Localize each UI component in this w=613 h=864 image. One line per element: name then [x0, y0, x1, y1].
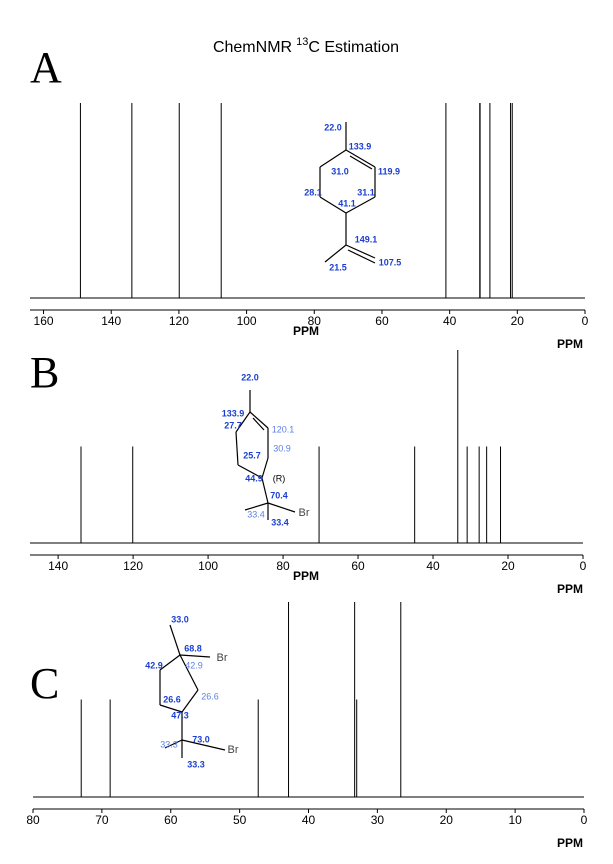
- x-tick-label: 0: [580, 559, 587, 573]
- bond: [319, 149, 347, 168]
- bond: [349, 155, 373, 170]
- shift-label: 133.9: [349, 141, 372, 151]
- x-tick-label: 40: [443, 314, 457, 328]
- x-tick-label: 60: [375, 314, 389, 328]
- x-tick-label: 140: [48, 559, 68, 573]
- bond: [261, 457, 269, 479]
- bond: [179, 654, 199, 691]
- x-axis-label-right: PPM: [557, 337, 583, 351]
- x-tick-label: 20: [440, 813, 454, 827]
- shift-label: 21.5: [329, 262, 347, 272]
- shift-label: 70.4: [270, 490, 288, 500]
- shift-label: 28.1: [304, 187, 322, 197]
- shift-label: 42.9: [185, 660, 203, 670]
- shift-label: 22.0: [324, 122, 342, 132]
- shift-label: 31.0: [331, 166, 349, 176]
- shift-label: 22.0: [241, 372, 259, 382]
- shift-label: 33.4: [271, 517, 289, 527]
- bond: [237, 464, 263, 479]
- shift-label: Br: [228, 744, 239, 756]
- shift-label: 31.1: [357, 187, 375, 197]
- bond: [324, 244, 347, 263]
- bond: [235, 431, 239, 466]
- panel-label: C: [30, 659, 59, 708]
- x-axis-label-right: PPM: [557, 836, 583, 850]
- bond: [164, 739, 183, 749]
- shift-label: 120.1: [272, 424, 295, 434]
- shift-label: (R): [273, 473, 286, 483]
- bond: [345, 244, 376, 259]
- x-tick-label: 70: [95, 813, 109, 827]
- shift-label: 27.7: [224, 420, 242, 430]
- shift-label: 33.3: [187, 759, 205, 769]
- x-axis-label-right: PPM: [557, 582, 583, 596]
- shift-label: 107.5: [379, 257, 402, 267]
- bond: [252, 417, 265, 431]
- x-tick-label: 140: [101, 314, 121, 328]
- shift-label: Br: [299, 507, 310, 519]
- bond: [179, 654, 211, 658]
- bond: [345, 149, 376, 168]
- shift-label: 68.8: [184, 643, 202, 653]
- panel-label: A: [30, 43, 62, 92]
- shift-label: 25.7: [243, 450, 261, 460]
- x-tick-label: 40: [302, 813, 316, 827]
- figure-title: ChemNMR 13C Estimation: [213, 36, 399, 56]
- title-superscript: 13: [296, 36, 308, 48]
- bond: [261, 477, 269, 504]
- shift-label: 26.6: [201, 691, 219, 701]
- x-tick-label: 80: [308, 314, 322, 328]
- bond: [159, 704, 183, 713]
- bond: [345, 196, 376, 214]
- title-text-after: C Estimation: [308, 39, 399, 56]
- shift-label: 30.9: [273, 443, 291, 453]
- bond: [159, 654, 181, 671]
- bond: [319, 196, 347, 214]
- shift-label: 133.9: [222, 408, 245, 418]
- x-tick-label: 80: [276, 559, 290, 573]
- bond: [235, 411, 251, 433]
- shift-label: 44.9: [245, 473, 263, 483]
- bond: [181, 689, 199, 713]
- x-tick-label: 80: [26, 813, 40, 827]
- x-tick-label: 100: [198, 559, 218, 573]
- shift-label: 47.3: [171, 710, 189, 720]
- x-tick-label: 160: [34, 314, 54, 328]
- shift-label: 42.9: [145, 660, 163, 670]
- shift-label: 149.1: [355, 234, 378, 244]
- x-axis-label: PPM: [293, 569, 319, 583]
- shift-label: 33.4: [247, 509, 265, 519]
- x-tick-label: 120: [169, 314, 189, 328]
- bond: [267, 502, 296, 513]
- shift-label: 119.9: [378, 166, 400, 176]
- title-text: ChemNMR: [213, 39, 292, 56]
- shift-label: Br: [217, 652, 228, 664]
- x-tick-label: 30: [371, 813, 385, 827]
- shift-label: 73.0: [192, 734, 210, 744]
- shift-label: 41.1: [338, 198, 356, 208]
- x-axis-label: PPM: [293, 324, 319, 338]
- x-tick-label: 0: [581, 813, 588, 827]
- bond: [244, 502, 269, 511]
- bond: [181, 739, 226, 751]
- x-tick-label: 100: [237, 314, 257, 328]
- x-tick-label: 40: [426, 559, 440, 573]
- bond: [169, 624, 181, 656]
- x-tick-label: 60: [351, 559, 365, 573]
- x-tick-label: 20: [501, 559, 515, 573]
- x-tick-label: 10: [508, 813, 522, 827]
- x-tick-label: 120: [123, 559, 143, 573]
- bond: [347, 249, 376, 264]
- x-tick-label: 20: [511, 314, 525, 328]
- x-tick-label: 60: [164, 813, 178, 827]
- panel-label: B: [30, 348, 59, 397]
- x-tick-label: 50: [233, 813, 247, 827]
- shift-label: 33.0: [171, 614, 189, 624]
- bond: [249, 411, 269, 429]
- x-tick-label: 0: [582, 314, 589, 328]
- shift-label: 26.6: [163, 694, 181, 704]
- shift-label: 33.3: [160, 739, 178, 749]
